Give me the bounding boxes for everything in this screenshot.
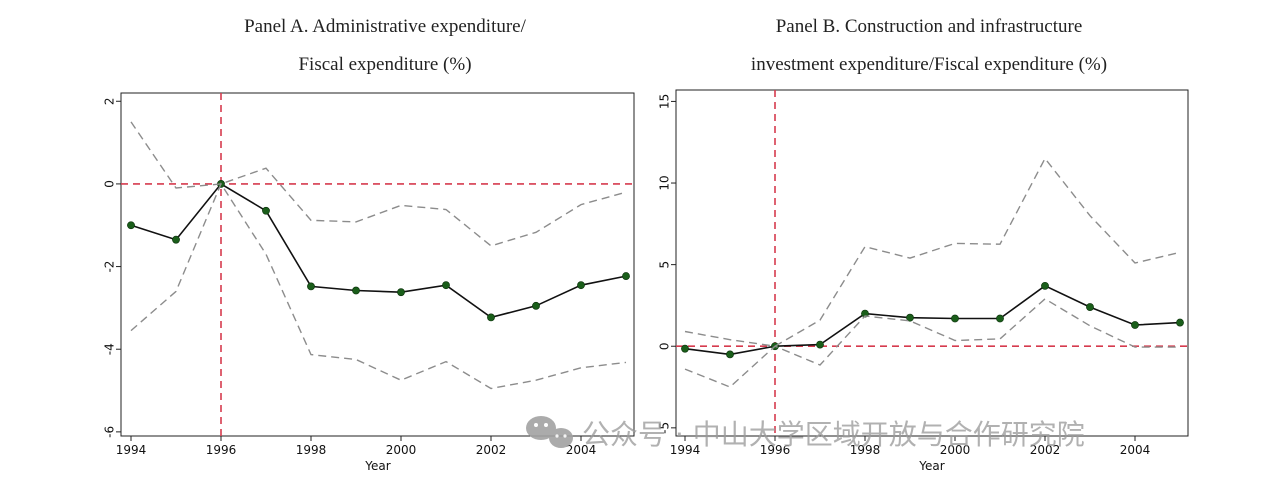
panel-a-plot-frame <box>120 92 635 437</box>
panel-b-x-tick-label-3: 2000 <box>940 443 971 457</box>
panel-a-title-line1: Panel A. Administrative expenditure/ <box>244 16 527 37</box>
panel-a-x-tick-label-4: 2002 <box>476 443 507 457</box>
panel-a: Panel A. Administrative expenditure/ Fis… <box>103 16 635 473</box>
panel-a-x-tick-label-0: 1994 <box>116 443 147 457</box>
panel-a-series-estimate <box>130 182 627 319</box>
panel-b-y-tick-label-1: 0 <box>658 342 672 350</box>
panel-a-plot-area: -6 -4 -2 0 2 1994 1996 1998 2000 2002 2004 <box>103 93 634 457</box>
panel-b: Panel B. Construction and infrastructure… <box>658 16 1189 473</box>
panel-b-point-2005 <box>1176 318 1184 327</box>
panel-a-x-tick-label-1: 1996 <box>206 443 237 457</box>
panel-a-point-1994 <box>127 221 135 230</box>
panel-a-point-2004 <box>577 281 585 290</box>
panel-b-plot-frame <box>675 89 1189 437</box>
watermark: 公众号 · 中山大学区域开放与合作研究院 <box>526 416 1085 451</box>
panel-b-x-axis-title: Year <box>918 459 944 473</box>
panel-b-point-2001 <box>996 314 1004 323</box>
panel-b-y-tick-label-2: 5 <box>658 261 672 269</box>
panel-b-y-tick-label-4: 15 <box>658 94 672 109</box>
panel-a-y-tick-label-1: -4 <box>103 343 117 355</box>
panel-b-series-lower-ci <box>684 298 1180 388</box>
panel-b-point-2004 <box>1131 321 1139 329</box>
panel-a-point-1995 <box>172 235 180 244</box>
panel-a-point-1998 <box>307 282 315 291</box>
panel-b-y-tick-label-3: 10 <box>658 175 672 190</box>
panel-b-x-tick-label-5: 2004 <box>1120 443 1151 457</box>
panel-a-point-2005 <box>622 272 630 280</box>
panel-a-point-2000 <box>397 288 405 297</box>
panel-a-title-line2: Fiscal expenditure (%) <box>298 54 471 75</box>
panel-b-point-2003 <box>1086 303 1094 311</box>
panel-b-title-line2: investment expenditure/Fiscal expenditur… <box>751 54 1107 75</box>
panel-a-x-axis-title: Year <box>364 459 390 473</box>
panel-b-x-tick-label-2: 1998 <box>850 443 881 457</box>
panel-a-point-1997 <box>262 206 270 215</box>
panel-a-point-2002 <box>487 313 495 322</box>
panel-b-plot-area: -5 0 5 10 15 1994 1996 1998 2000 2002 2004 <box>658 90 1188 457</box>
panel-b-x-tick-label-1: 1996 <box>760 443 791 457</box>
watermark-text: 公众号 · 中山大学区域开放与合作研究院 <box>582 418 1085 451</box>
panel-b-point-1994 <box>681 344 689 353</box>
panel-a-y-tick-label-3: 0 <box>103 180 117 188</box>
panel-a-series-upper-ci <box>130 121 627 247</box>
panel-a-point-2003 <box>532 301 540 310</box>
panel-a-x-tick-label-3: 2000 <box>386 443 417 457</box>
panel-b-point-1995 <box>726 350 734 359</box>
panel-a-series-lower-ci <box>130 182 627 390</box>
panel-b-x-tick-label-4: 2002 <box>1030 443 1061 457</box>
panel-a-y-tick-label-4: 2 <box>103 97 117 105</box>
panel-b-point-1998 <box>861 309 869 318</box>
panel-b-series-estimate <box>684 284 1181 356</box>
panel-a-point-1999 <box>352 286 360 295</box>
panel-a-y-tick-label-0: -6 <box>103 426 117 438</box>
panel-b-point-2002 <box>1041 281 1049 290</box>
panel-b-point-1999 <box>906 313 914 322</box>
panel-b-point-1997 <box>816 340 824 349</box>
panel-a-y-tick-label-2: -2 <box>103 261 117 273</box>
panel-b-x-tick-label-0: 1994 <box>670 443 701 457</box>
panel-b-series-upper-ci <box>684 157 1181 347</box>
panel-a-x-tick-label-2: 1998 <box>296 443 327 457</box>
panel-b-title-line1: Panel B. Construction and infrastructure <box>776 16 1083 37</box>
panel-a-point-2001 <box>442 281 450 290</box>
panel-b-y-tick-label-0: -5 <box>658 422 672 434</box>
panel-b-point-2000 <box>951 314 959 323</box>
panel-a-x-tick-label-5: 2004 <box>566 443 597 457</box>
wechat-logo-icon <box>526 416 573 448</box>
